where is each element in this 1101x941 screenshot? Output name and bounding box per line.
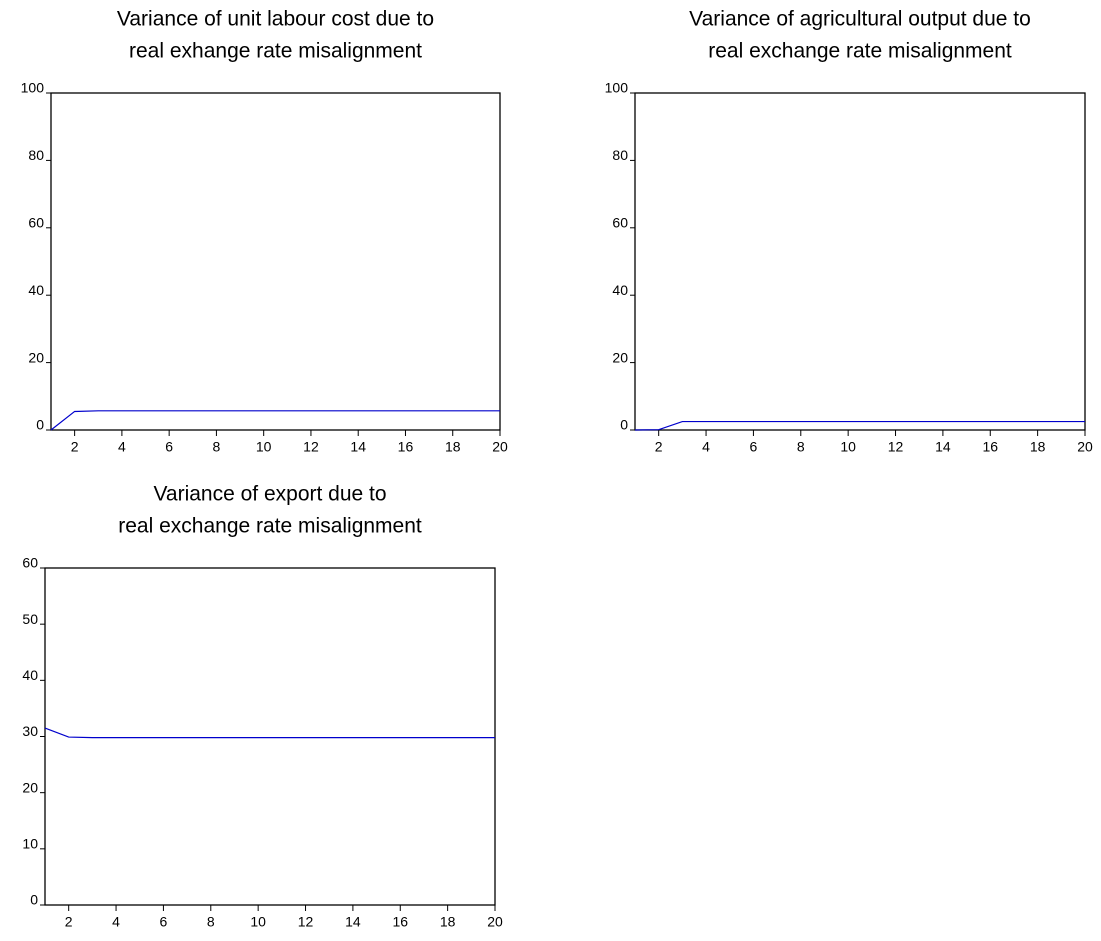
x-tick-label: 12 — [303, 439, 319, 455]
y-tick-label: 20 — [612, 349, 628, 365]
x-tick-label: 12 — [888, 439, 904, 455]
x-tick-label: 12 — [298, 914, 314, 930]
plot-frame — [50, 92, 501, 431]
chart-title: Variance of agricultural output due to — [689, 8, 1031, 31]
x-tick-label: 2 — [655, 439, 663, 455]
y-tick-label: 10 — [22, 836, 38, 852]
y-tick-label: 40 — [28, 282, 44, 298]
plot-frame — [634, 92, 1086, 431]
plot-frame — [44, 567, 496, 906]
x-tick-label: 4 — [112, 914, 120, 930]
x-tick-label: 14 — [350, 439, 366, 455]
chart-title: Variance of unit labour cost due to — [117, 8, 434, 31]
x-tick-label: 2 — [71, 439, 79, 455]
y-tick-label: 60 — [612, 215, 628, 231]
x-tick-label: 14 — [935, 439, 951, 455]
x-tick-label: 8 — [213, 439, 221, 455]
chart-title: Variance of export due to — [153, 483, 386, 506]
x-tick-label: 20 — [487, 914, 503, 930]
series-line — [634, 420, 1085, 431]
y-tick-label: 100 — [21, 80, 45, 96]
y-tick-label: 50 — [22, 611, 38, 627]
chart-title: real exhange rate misalignment — [129, 40, 422, 63]
y-tick-label: 0 — [30, 892, 38, 908]
x-tick-label: 10 — [840, 439, 856, 455]
y-tick-label: 20 — [22, 779, 38, 795]
y-tick-label: 40 — [22, 667, 38, 683]
y-tick-label: 100 — [605, 80, 629, 96]
x-tick-label: 2 — [65, 914, 73, 930]
x-tick-label: 20 — [1077, 439, 1093, 455]
x-tick-label: 18 — [440, 914, 456, 930]
x-tick-label: 10 — [250, 914, 266, 930]
y-tick-label: 30 — [22, 723, 38, 739]
x-tick-label: 10 — [256, 439, 272, 455]
y-tick-label: 80 — [28, 147, 44, 163]
chart-title: real exchange rate misalignment — [118, 515, 422, 538]
y-tick-label: 20 — [28, 349, 44, 365]
y-tick-label: 60 — [22, 555, 38, 571]
y-tick-label: 0 — [620, 417, 628, 433]
series-line — [44, 727, 495, 739]
x-tick-label: 8 — [207, 914, 215, 930]
x-tick-label: 16 — [392, 914, 408, 930]
x-tick-label: 18 — [445, 439, 461, 455]
x-tick-label: 4 — [702, 439, 710, 455]
x-tick-label: 14 — [345, 914, 361, 930]
y-tick-label: 60 — [28, 215, 44, 231]
x-tick-label: 6 — [165, 439, 173, 455]
series-line — [50, 410, 500, 431]
y-tick-label: 80 — [612, 147, 628, 163]
x-tick-label: 6 — [750, 439, 758, 455]
x-tick-label: 4 — [118, 439, 126, 455]
chart-title: real exchange rate misalignment — [708, 40, 1012, 63]
x-tick-label: 20 — [492, 439, 508, 455]
x-tick-label: 8 — [797, 439, 805, 455]
y-tick-label: 0 — [36, 417, 44, 433]
x-tick-label: 16 — [982, 439, 998, 455]
x-tick-label: 16 — [398, 439, 414, 455]
x-tick-label: 6 — [160, 914, 168, 930]
y-tick-label: 40 — [612, 282, 628, 298]
x-tick-label: 18 — [1030, 439, 1046, 455]
